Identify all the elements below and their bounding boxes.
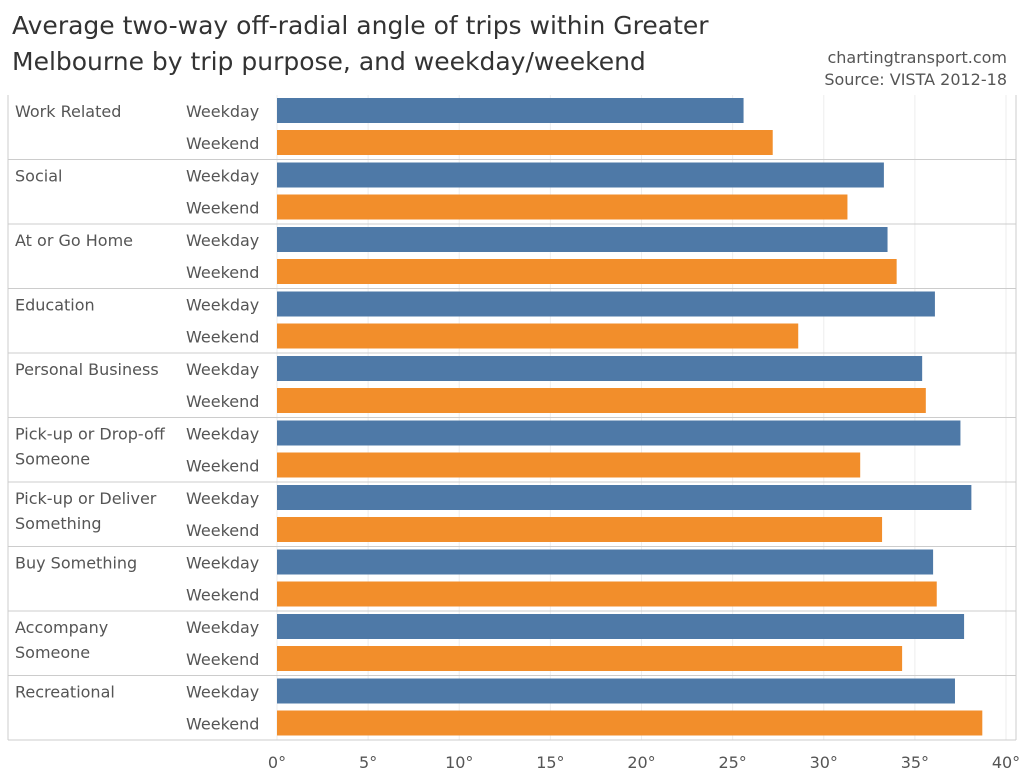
- x-tick-label: 0°: [268, 753, 286, 772]
- category-label: Buy Something: [15, 554, 137, 573]
- series-label: Weekday: [186, 489, 259, 508]
- bar-weekend: [277, 581, 937, 607]
- category-label: Pick-up or Drop-off: [15, 425, 166, 444]
- bar-weekday: [277, 549, 934, 575]
- bar-weekday: [277, 162, 884, 188]
- series-label: Weekday: [186, 425, 259, 444]
- category-label: Someone: [15, 643, 90, 662]
- category-label: Something: [15, 514, 102, 533]
- x-tick-label: 10°: [445, 753, 473, 772]
- series-label: Weekend: [186, 521, 259, 540]
- bar-weekend: [277, 646, 903, 671]
- source: Source: VISTA 2012-18: [824, 70, 1007, 89]
- bar-weekday: [277, 98, 744, 123]
- bar-weekday: [277, 678, 955, 704]
- series-label: Weekend: [186, 392, 259, 411]
- category-label: Social: [15, 167, 62, 186]
- category-label: At or Go Home: [15, 231, 133, 250]
- x-tick-label: 40°: [992, 753, 1020, 772]
- series-label: Weekday: [186, 554, 259, 573]
- bar-weekday: [277, 356, 923, 381]
- bar-weekend: [277, 517, 883, 542]
- x-tick-label: 5°: [359, 753, 377, 772]
- category-label: Personal Business: [15, 360, 159, 379]
- x-tick-label: 35°: [901, 753, 929, 772]
- category-label: Accompany: [15, 618, 108, 637]
- series-label: Weekday: [186, 167, 259, 186]
- x-tick-label: 30°: [810, 753, 838, 772]
- bar-weekday: [277, 291, 935, 317]
- bar-weekend: [277, 710, 983, 736]
- bar-weekday: [277, 420, 961, 446]
- bar-weekend: [277, 452, 861, 478]
- series-label: Weekend: [186, 328, 259, 347]
- series-label: Weekend: [186, 586, 259, 605]
- category-label: Recreational: [15, 683, 115, 702]
- bar-weekend: [277, 259, 897, 284]
- credit: chartingtransport.com: [827, 48, 1007, 67]
- chart-title: Average two-way off-radial angle of trip…: [12, 11, 709, 76]
- bar-weekend: [277, 130, 773, 155]
- bar-weekend: [277, 388, 926, 413]
- category-label: Pick-up or Deliver: [15, 489, 157, 508]
- bar-weekend: [277, 323, 799, 349]
- series-label: Weekday: [186, 360, 259, 379]
- series-label: Weekend: [186, 650, 259, 669]
- bar-weekday: [277, 227, 888, 252]
- category-label: Work Related: [15, 102, 121, 121]
- bar-weekend: [277, 194, 848, 220]
- series-label: Weekday: [186, 683, 259, 702]
- x-tick-label: 15°: [536, 753, 564, 772]
- series-label: Weekday: [186, 231, 259, 250]
- bar-weekday: [277, 485, 972, 510]
- series-label: Weekend: [186, 715, 259, 734]
- series-label: Weekend: [186, 134, 259, 153]
- x-tick-label: 25°: [718, 753, 746, 772]
- series-label: Weekday: [186, 296, 259, 315]
- category-label: Education: [15, 296, 95, 315]
- series-label: Weekend: [186, 199, 259, 218]
- bar-weekday: [277, 614, 965, 639]
- series-label: Weekday: [186, 618, 259, 637]
- series-label: Weekday: [186, 102, 259, 121]
- series-label: Weekend: [186, 263, 259, 282]
- category-label: Someone: [15, 450, 90, 469]
- series-label: Weekend: [186, 457, 259, 476]
- x-tick-label: 20°: [627, 753, 655, 772]
